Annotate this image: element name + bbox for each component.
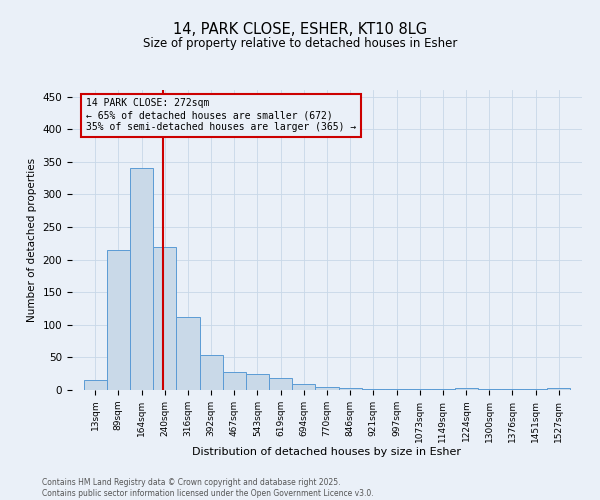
- Bar: [385, 388, 408, 390]
- Bar: [176, 317, 199, 390]
- Bar: [455, 388, 478, 390]
- Text: 14 PARK CLOSE: 272sqm
← 65% of detached houses are smaller (672)
35% of semi-det: 14 PARK CLOSE: 272sqm ← 65% of detached …: [86, 98, 356, 132]
- Bar: [269, 378, 292, 390]
- Bar: [107, 250, 130, 390]
- Text: Size of property relative to detached houses in Esher: Size of property relative to detached ho…: [143, 38, 457, 51]
- Bar: [223, 372, 246, 390]
- Text: Contains HM Land Registry data © Crown copyright and database right 2025.
Contai: Contains HM Land Registry data © Crown c…: [42, 478, 374, 498]
- Y-axis label: Number of detached properties: Number of detached properties: [27, 158, 37, 322]
- Bar: [547, 388, 571, 390]
- Text: 14, PARK CLOSE, ESHER, KT10 8LG: 14, PARK CLOSE, ESHER, KT10 8LG: [173, 22, 427, 38]
- Bar: [246, 374, 269, 390]
- Bar: [292, 384, 316, 390]
- X-axis label: Distribution of detached houses by size in Esher: Distribution of detached houses by size …: [193, 448, 461, 458]
- Bar: [130, 168, 153, 390]
- Bar: [153, 246, 176, 390]
- Bar: [408, 388, 431, 390]
- Bar: [199, 356, 223, 390]
- Bar: [362, 388, 385, 390]
- Bar: [83, 380, 107, 390]
- Bar: [338, 388, 362, 390]
- Bar: [316, 386, 338, 390]
